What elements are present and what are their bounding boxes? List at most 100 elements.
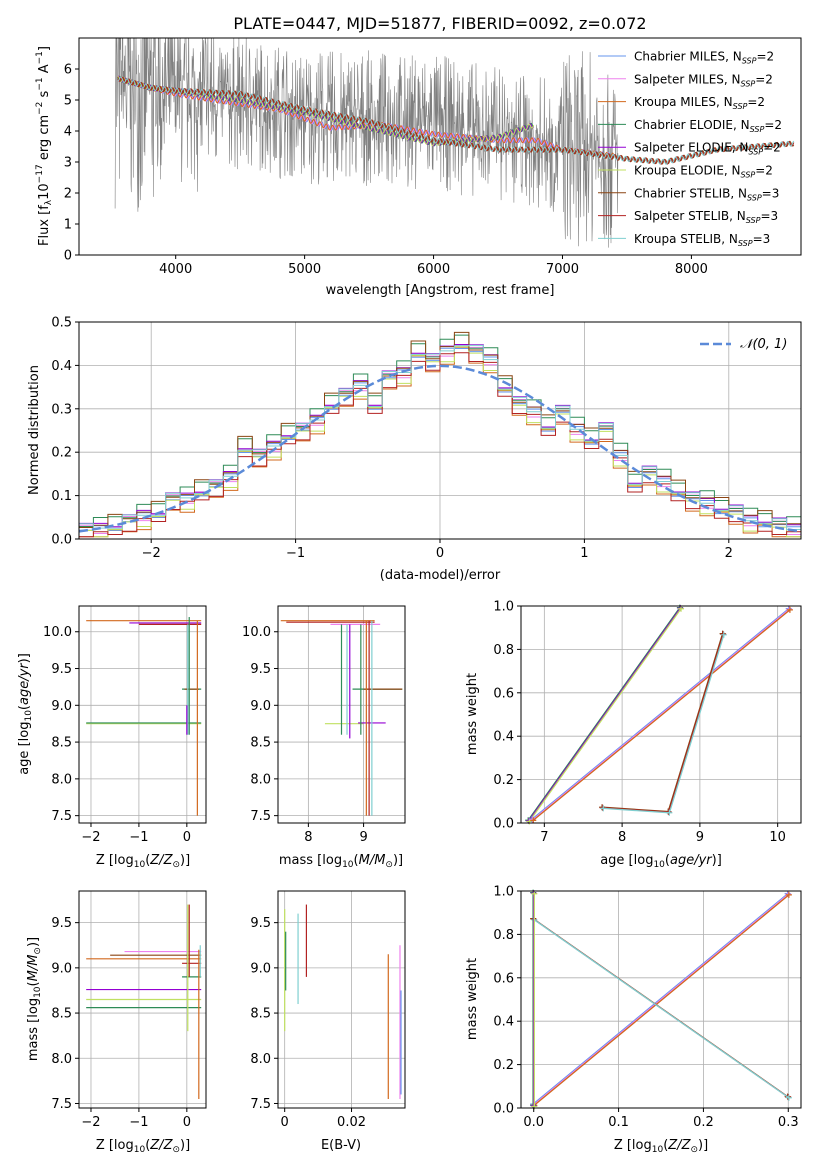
legend-sub: SSP — [741, 79, 756, 88]
y-tick-label: 7.5 — [51, 1097, 72, 1112]
y-tick-label: 0.3 — [51, 402, 72, 417]
legend-label: Kroupa ELODIE, NSSP=2 — [634, 164, 773, 180]
spectrum-xlabel: wavelength [Angstrom, rest frame] — [326, 283, 555, 298]
weight-vs-z-ylabel: mass weight — [465, 958, 480, 1040]
legend-value: =2 — [764, 118, 782, 132]
x-tick-label: −2 — [81, 1115, 100, 1130]
legend-sub: SSP — [747, 193, 762, 202]
y-tick-label: 0 — [64, 249, 72, 264]
residual-xlabel: (data-model)/error — [380, 568, 501, 583]
y-tick-label: 0.1 — [51, 489, 72, 504]
y-tick-label: 8.5 — [250, 736, 271, 751]
x-tick-label: 2 — [725, 546, 733, 561]
legend-value: =2 — [756, 50, 774, 64]
x-tick-label: 8000 — [675, 262, 708, 277]
y-tick-label: 10.0 — [43, 625, 72, 640]
x-tick-label: 0.1 — [608, 1115, 629, 1130]
x-tick-label: 9 — [696, 830, 704, 845]
weight-line-stelib-3 — [533, 919, 790, 1099]
legend-label: Kroupa STELIB, NSSP=3 — [634, 232, 770, 248]
y-tick-label: 0.4 — [493, 1015, 514, 1030]
x-tick-label: −1 — [129, 1115, 148, 1130]
x-tick-label: −1 — [129, 830, 148, 845]
x-tick-label: 9 — [359, 830, 367, 845]
y-tick-label: 9.0 — [250, 699, 271, 714]
residual-ylabel: Normed distribution — [27, 365, 42, 495]
spectrum-legend: Chabrier MILES, NSSP=2 Salpeter MILES, NS… — [598, 50, 782, 248]
x-tick-label: −2 — [81, 830, 100, 845]
figure-title: PLATE=0447, MJD=51877, FIBERID=0092, z=0… — [233, 14, 646, 33]
weight-line-miles-2 — [532, 608, 790, 821]
weight-line-miles-3 — [532, 609, 791, 821]
x-tick-label: 10 — [769, 830, 786, 845]
spectrum-ylabel: Flux [fλ10−17 erg cm−2 s−1 A−1] — [35, 46, 54, 246]
mass-vs-z-frame — [78, 890, 207, 1109]
y-tick-label: 7.5 — [250, 809, 271, 824]
weight-line-elodie-1 — [527, 607, 681, 821]
mass-vs-z-xlabel: Z [log10(Z/Z⊙)] — [96, 1138, 190, 1155]
age-vs-mass-panel: 8 9 7.5 8.0 8.5 9.0 9.5 10.0 mass [log10(M/M⊙)] — [242, 605, 406, 870]
y-tick-label: 9.0 — [250, 961, 271, 976]
x-tick-label: −1 — [286, 546, 305, 561]
age-vs-mass-xlabel: mass [log10(M/M⊙)] — [279, 853, 403, 870]
y-tick-label: 8.0 — [51, 1052, 72, 1067]
x-tick-label: 1 — [580, 546, 588, 561]
weight-line-elodie-3 — [528, 608, 682, 822]
legend-value: =2 — [755, 72, 773, 86]
y-tick-label: 5 — [64, 94, 72, 109]
weight-marker — [530, 817, 537, 824]
y-tick-label: 9.5 — [250, 662, 271, 677]
legend-label: Chabrier ELODIE, NSSP=2 — [634, 118, 782, 134]
y-tick-label: 0.8 — [493, 928, 514, 943]
weight-line-stelib-2 — [602, 634, 724, 813]
y-tick-label: 9.5 — [250, 916, 271, 931]
weight-line-miles-2 — [533, 893, 789, 1106]
y-tick-label: 7.5 — [51, 809, 72, 824]
legend-sub: SSP — [741, 171, 756, 180]
y-tick-label: 8.5 — [250, 1007, 271, 1022]
y-tick-label: 0.0 — [51, 533, 72, 548]
weight-vs-z-xlabel: Z [log10(Z/Z⊙)] — [614, 1138, 708, 1155]
mass-vs-ebv-panel: 0 0.02 7.5 8.0 8.5 9.0 9.5 E(B-V) — [250, 890, 406, 1153]
y-tick-label: 0.4 — [493, 730, 514, 745]
age-vs-mass-frame — [277, 605, 406, 824]
weight-vs-z-frame — [520, 890, 802, 1109]
x-tick-label: 5000 — [288, 262, 321, 277]
y-tick-label: 2 — [64, 187, 72, 202]
weight-marker — [785, 891, 792, 898]
x-tick-label: 8 — [618, 830, 626, 845]
weight-line-miles-1 — [532, 893, 789, 1105]
legend-sub: SSP — [733, 102, 748, 111]
y-tick-label: 0.0 — [493, 1102, 514, 1117]
y-tick-label: 1 — [64, 218, 72, 233]
histogram-8 — [79, 352, 801, 538]
weight-marker — [678, 605, 685, 612]
weight-marker — [666, 809, 673, 816]
y-tick-label: 10.0 — [242, 625, 271, 640]
legend-label: Chabrier MILES, NSSP=2 — [634, 50, 774, 66]
legend-value: =3 — [753, 232, 771, 246]
x-tick-label: 0.0 — [523, 1115, 544, 1130]
legend-sub: SSP — [750, 125, 765, 134]
y-tick-label: 8.0 — [51, 772, 72, 787]
legend-value: =3 — [760, 209, 778, 223]
weight-vs-age-ylabel: mass weight — [465, 673, 480, 755]
x-tick-label: 0 — [183, 1115, 191, 1130]
model-line-9 — [117, 76, 795, 165]
legend-label-gaussian: 𝒩(0, 1) — [740, 337, 787, 352]
y-tick-label: 0.0 — [493, 817, 514, 832]
legend-sub: SSP — [738, 239, 753, 248]
age-vs-z-panel: −2 −1 0 7.5 8.0 8.5 9.0 9.5 10.0 Z [log10(Z/Z⊙)]… — [17, 605, 207, 870]
spectrum-panel: 4000 5000 6000 7000 8000 0 1 2 3 4 5 6 Chabrier MIL… — [35, 37, 802, 298]
legend-label: Kroupa MILES, NSSP=2 — [634, 95, 765, 111]
age-vs-z-frame — [78, 605, 207, 824]
y-tick-label: 0.6 — [493, 686, 514, 701]
x-tick-label: 0 — [281, 1115, 289, 1130]
legend-label: Salpeter ELODIE, NSSP=2 — [634, 141, 781, 157]
weight-line-miles-1 — [531, 608, 790, 820]
y-tick-label: 9.5 — [51, 662, 72, 677]
y-tick-label: 0.2 — [493, 1058, 514, 1073]
y-tick-label: 8.0 — [250, 1052, 271, 1067]
y-tick-label: 8.5 — [51, 736, 72, 751]
model-line-2 — [117, 76, 614, 159]
